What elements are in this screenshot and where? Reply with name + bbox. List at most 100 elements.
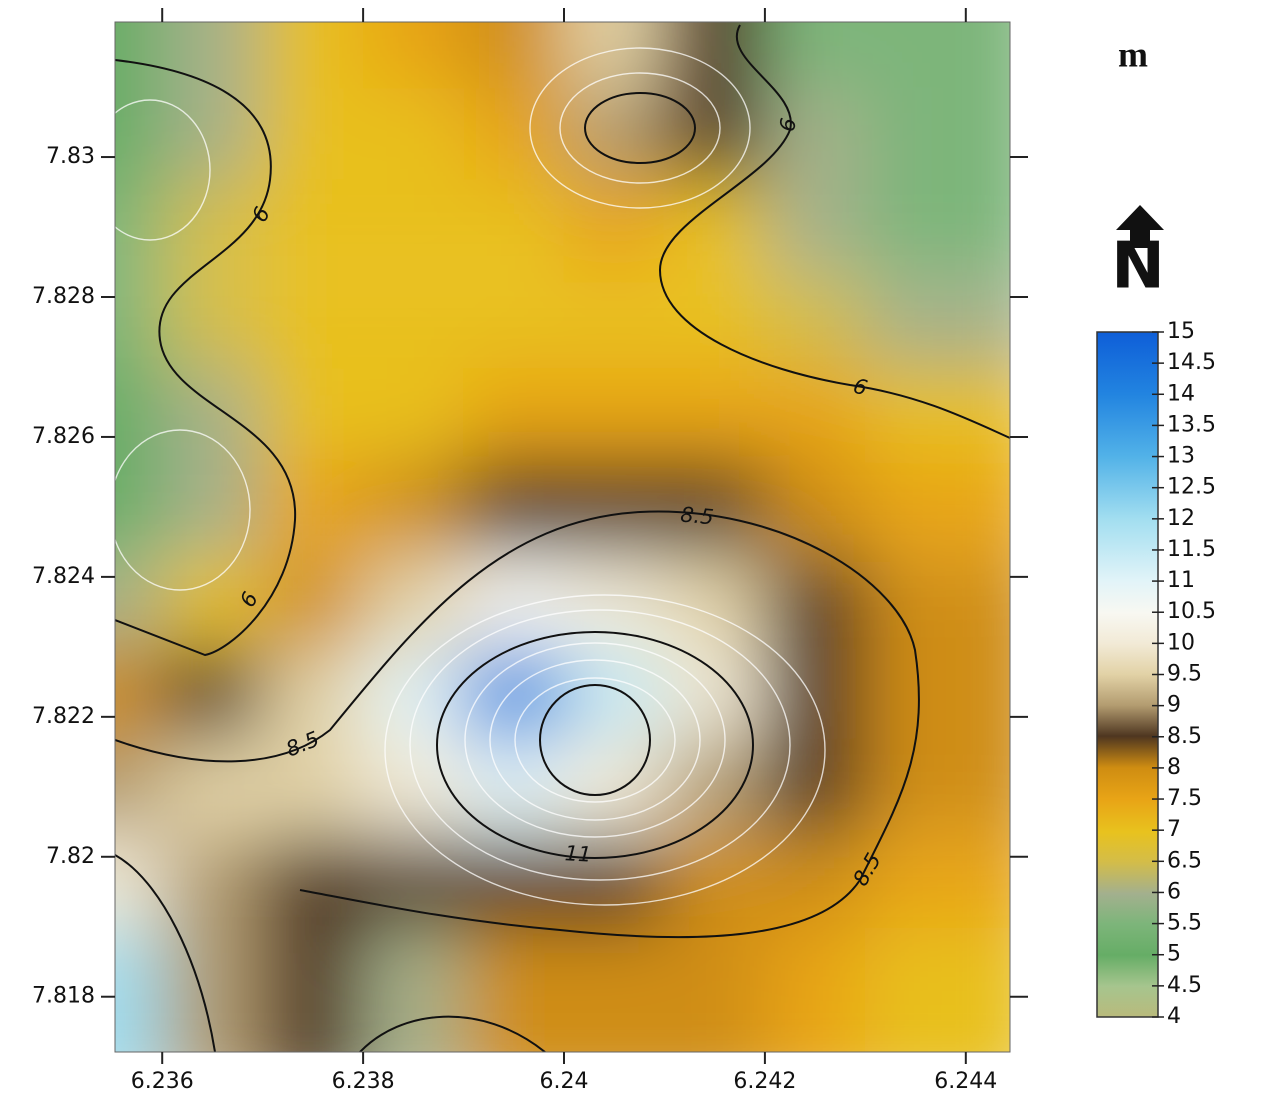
colorbar-tick-label: 8.5 <box>1167 724 1202 749</box>
colorbar-tick-label: 14.5 <box>1167 350 1216 375</box>
chart: m N 66668.58.58.5116.2366.2386.246.2426.… <box>0 0 1263 1095</box>
colorbar-tick-label: 13 <box>1167 444 1195 469</box>
field-cell <box>0 648 163 744</box>
field-cell <box>262 739 363 835</box>
cells <box>0 0 1046 1095</box>
field-cell <box>262 459 363 555</box>
field-cell <box>463 277 564 373</box>
field-cell <box>764 88 865 184</box>
y-tick-label: 7.824 <box>32 564 95 589</box>
field-cell <box>0 179 163 275</box>
field-cell <box>0 0 163 93</box>
field-cell <box>262 88 363 184</box>
field-cell <box>865 648 1046 744</box>
colorbar-tick-label: 8 <box>1167 755 1181 780</box>
field-cell <box>865 837 1046 933</box>
colorbar-tick-label: 6 <box>1167 879 1181 904</box>
field-cell <box>664 0 765 93</box>
field-cell <box>0 88 163 184</box>
field-cell <box>262 368 363 464</box>
field-cell <box>764 739 865 835</box>
field-cell <box>262 0 363 93</box>
field-cell <box>865 179 1046 275</box>
colorbar-tick-label: 12 <box>1167 506 1195 531</box>
field-cell <box>865 459 1046 555</box>
colorbar <box>1097 332 1158 1017</box>
colorbar-tick-label: 9 <box>1167 693 1181 718</box>
field-cell <box>664 459 765 555</box>
field-cell <box>764 557 865 653</box>
field-cell <box>162 837 263 933</box>
colorbar-tick-label: 15 <box>1167 319 1195 344</box>
field-cell <box>162 0 263 93</box>
field-cell <box>764 837 865 933</box>
field-cell <box>463 557 564 653</box>
field-cell <box>564 0 665 93</box>
field-cell <box>865 277 1046 373</box>
x-tick-label: 6.236 <box>131 1069 194 1094</box>
field-cell <box>463 0 564 93</box>
field-cell <box>764 277 865 373</box>
field-cell <box>764 0 865 93</box>
field-cell <box>162 459 263 555</box>
field-cell <box>363 557 464 653</box>
colorbar-tick-label: 12.5 <box>1167 475 1216 500</box>
field-cell <box>865 368 1046 464</box>
field-cell <box>664 368 765 464</box>
field-cell <box>764 179 865 275</box>
field-cell <box>463 837 564 933</box>
colorbar-tick-label: 13.5 <box>1167 412 1216 437</box>
field-cell <box>764 368 865 464</box>
field-cell <box>564 277 665 373</box>
field-cell <box>865 88 1046 184</box>
colorbar-tick-label: 7.5 <box>1167 786 1202 811</box>
colorbar-tick-label: 5 <box>1167 942 1181 967</box>
field-cell <box>463 88 564 184</box>
field-cell <box>865 0 1046 93</box>
field-cell <box>363 459 464 555</box>
y-tick-label: 7.82 <box>46 844 95 869</box>
unit-title: m <box>1118 34 1148 74</box>
x-tick-label: 6.238 <box>332 1069 395 1094</box>
field-cell <box>363 0 464 93</box>
colorbar-tick-label: 9.5 <box>1167 662 1202 687</box>
field-cell <box>0 368 163 464</box>
field-cell <box>262 179 363 275</box>
colorbar-tick-label: 11.5 <box>1167 537 1216 562</box>
contour-label: 11 <box>564 841 592 866</box>
y-tick-label: 7.828 <box>32 284 95 309</box>
colorbar-tick-label: 6.5 <box>1167 848 1202 873</box>
field-cell <box>564 739 665 835</box>
colorbar-tick-label: 5.5 <box>1167 911 1202 936</box>
north-label: N <box>1111 230 1165 304</box>
field-cell <box>0 739 163 835</box>
colorbar-tick-label: 4 <box>1167 1004 1181 1029</box>
field-cell <box>363 88 464 184</box>
y-tick-label: 7.83 <box>46 144 95 169</box>
field-cell <box>162 368 263 464</box>
field-cell <box>463 648 564 744</box>
field-cell <box>463 179 564 275</box>
colorbar-tick-label: 14 <box>1167 381 1195 406</box>
field-cell <box>162 88 263 184</box>
field-cell <box>865 739 1046 835</box>
x-tick-label: 6.24 <box>540 1069 589 1094</box>
contour-label: 8.5 <box>679 503 714 530</box>
field-cell <box>664 739 765 835</box>
field-cell <box>363 277 464 373</box>
field-cell <box>664 557 765 653</box>
field-cell <box>764 459 865 555</box>
field-cell <box>664 179 765 275</box>
field-cell <box>363 179 464 275</box>
field-cell <box>0 459 163 555</box>
field-cell <box>564 179 665 275</box>
x-tick-label: 6.244 <box>934 1069 997 1094</box>
colorbar-tick-label: 10 <box>1167 630 1195 655</box>
colorbar-tick-label: 7 <box>1167 817 1181 842</box>
field-cell <box>363 368 464 464</box>
x-tick-label: 6.242 <box>733 1069 796 1094</box>
field-cell <box>162 739 263 835</box>
field-cell <box>463 368 564 464</box>
y-tick-label: 7.822 <box>32 704 95 729</box>
colorbar-tick-label: 11 <box>1167 568 1195 593</box>
